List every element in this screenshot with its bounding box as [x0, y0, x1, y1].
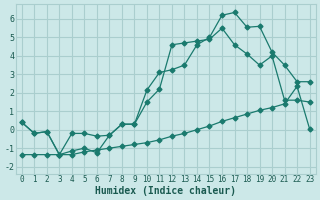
- X-axis label: Humidex (Indice chaleur): Humidex (Indice chaleur): [95, 186, 236, 196]
